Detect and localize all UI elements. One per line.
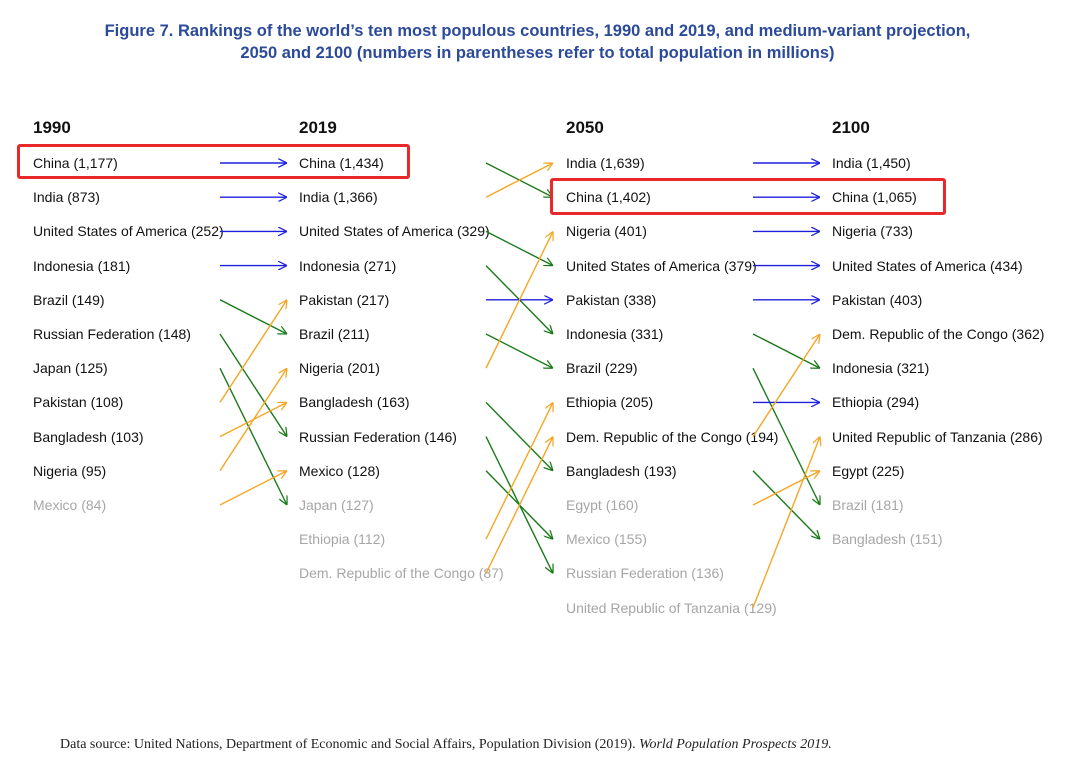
entry-1990-rank-4: Indonesia (181) [33,257,131,274]
arrow-1990-to-2019-6 [219,333,287,437]
arrow-1990-to-2019-8 [219,300,287,403]
column-header-2019: 2019 [299,118,337,137]
entry-2019-rank-12: Ethiopia (112) [299,531,386,548]
entry-2050-rank-13: Russian Federation (136) [566,565,724,582]
arrow-2050-to-2100-10 [752,470,820,539]
entry-2100-rank-10: Egypt (225) [832,462,905,479]
column-header-2100: 2100 [832,118,870,137]
entry-2019-rank-1: China (1,434) [299,155,384,171]
entry-2050-rank-9: Dem. Republic of the Congo (194) [566,428,779,445]
entry-2050-rank-1: India (1,639) [566,155,645,171]
data-source-text: Data source: United Nations, Department … [60,737,640,752]
entry-1990-rank-5: Brazil (149) [33,291,105,308]
entry-2050-rank-10: Bangladesh (193) [566,462,677,479]
column-header-2050: 2050 [566,118,604,137]
entry-2100-rank-9: United Republic of Tanzania (286) [832,428,1043,445]
arrow-2019-to-2050-2 [485,163,553,198]
entry-2050-rank-3: Nigeria (401) [566,223,647,240]
entry-2019-rank-7: Nigeria (201) [299,360,380,377]
column-header-1990: 1990 [33,118,71,137]
entry-2019-rank-2: India (1,366) [299,189,378,206]
entry-1990-rank-10: Nigeria (95) [33,462,107,479]
entry-2100-rank-4: United States of America (434) [832,257,1023,274]
entry-2100-rank-11: Brazil (181) [832,497,904,513]
entry-2019-rank-11: Japan (127) [299,497,374,513]
figure-title: Figure 7. Rankings of the world’s ten mo… [0,20,1075,64]
entry-2019-rank-6: Brazil (211) [299,326,370,342]
entry-2019-rank-10: Mexico (128) [299,462,380,479]
entry-2019-rank-13: Dem. Republic of the Congo (87) [299,565,504,582]
entry-1990-rank-6: Russian Federation (148) [33,326,191,342]
entry-2019-rank-4: Indonesia (271) [299,257,397,274]
entry-1990-rank-1: China (1,177) [33,155,118,171]
arrow-1990-to-2019-5 [219,299,287,334]
entry-2050-rank-14: United Republic of Tanzania (129) [566,599,777,616]
entry-2050-rank-6: Indonesia (331) [566,326,664,342]
arrow-1990-to-2019-7 [219,367,287,505]
arrow-1990-to-2019-11 [219,471,287,506]
entry-2050-rank-5: Pakistan (338) [566,291,657,308]
entry-1990-rank-3: United States of America (252) [33,223,224,240]
entry-2100-rank-8: Ethiopia (294) [832,394,920,411]
arrow-2019-to-2050-6 [485,333,553,368]
entry-2050-rank-12: Mexico (155) [566,531,647,548]
arrow-2050-to-2100-12 [752,437,820,608]
arrow-2019-to-2050-12 [485,437,553,574]
arrow-2019-to-2050-7 [485,231,553,369]
entry-2100-rank-1: India (1,450) [832,155,911,171]
figure-title-line-1: Figure 7. Rankings of the world’s ten mo… [104,22,971,40]
arrow-2050-to-2100-6 [752,333,820,368]
entry-2100-rank-2: China (1,065) [832,189,917,206]
entry-2019-rank-8: Bangladesh (163) [299,394,410,411]
entry-2100-rank-5: Pakistan (403) [832,291,923,308]
arrow-2050-to-2100-11 [752,471,820,506]
arrow-2050-to-2100-7 [752,367,820,505]
entry-1990-rank-7: Japan (125) [33,360,108,377]
arrow-2050-to-2100-9 [752,334,820,437]
entry-2050-rank-4: United States of America (379) [566,257,757,274]
entry-2100-rank-7: Indonesia (321) [832,360,930,377]
arrow-2019-to-2050-8 [485,401,553,470]
highlight-box-china-2050-2100 [550,178,946,215]
data-source-note: Data source: United Nations, Department … [60,737,832,753]
entry-2100-rank-6: Dem. Republic of the Congo (362) [832,326,1045,342]
data-source-publication: World Population Prospects 2019. [639,737,832,752]
entry-1990-rank-11: Mexico (84) [33,497,107,513]
highlight-box-china-1990-2019 [17,144,410,179]
entry-2019-rank-3: United States of America (329) [299,223,490,240]
entry-2100-rank-3: Nigeria (733) [832,223,913,240]
arrow-1990-to-2019-10 [219,368,287,472]
entry-1990-rank-9: Bangladesh (103) [33,428,144,445]
arrow-2019-to-2050-3 [485,230,553,265]
entry-2050-rank-2: China (1,402) [566,189,651,206]
entry-1990-rank-2: India (873) [33,189,100,206]
entry-2019-rank-9: Russian Federation (146) [299,428,457,445]
entry-2050-rank-11: Egypt (160) [566,497,639,513]
entry-2050-rank-7: Brazil (229) [566,360,638,377]
entry-1990-rank-8: Pakistan (108) [33,394,124,411]
entry-2019-rank-5: Pakistan (217) [299,291,390,308]
arrow-2019-to-2050-11 [485,402,553,540]
entry-2050-rank-8: Ethiopia (205) [566,394,654,411]
figure-title-line-2: 2050 and 2100 (numbers in parentheses re… [240,44,835,62]
entry-2100-rank-12: Bangladesh (151) [832,531,943,548]
